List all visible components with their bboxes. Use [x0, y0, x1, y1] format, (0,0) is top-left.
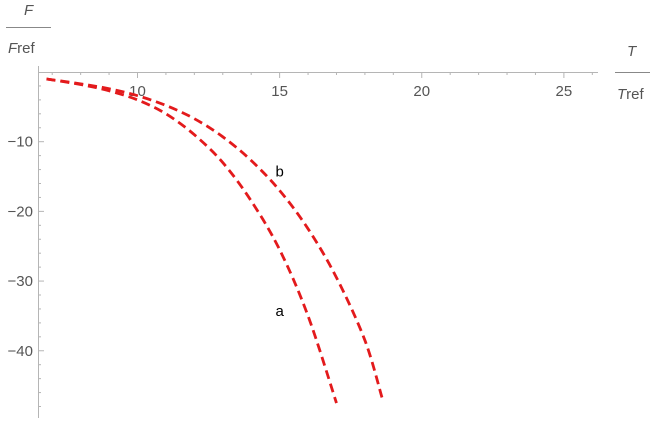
- x-tick-label: 15: [271, 83, 288, 100]
- curve-label-b: b: [275, 164, 283, 181]
- y-axis-label: F Fref: [6, 2, 51, 57]
- annotation-layer: ab: [275, 164, 284, 320]
- y-tick-label: −30: [8, 273, 33, 290]
- series-layer: [46, 77, 384, 404]
- x-label-numerator: T: [627, 43, 638, 60]
- curve-label-a: a: [275, 303, 284, 320]
- series-line-b: [46, 77, 384, 398]
- y-tick-label: −40: [8, 343, 33, 360]
- x-tick-label: 20: [413, 83, 430, 100]
- y-label-numerator: F: [24, 2, 34, 19]
- x-axis-label: T Tref: [615, 43, 650, 103]
- y-label-denominator: Fref: [8, 40, 36, 57]
- y-ticks: −10 −20 −30 −40: [8, 85, 44, 408]
- y-tick-label: −10: [8, 134, 33, 151]
- y-tick-label: −20: [8, 203, 33, 220]
- series-line-a: [46, 77, 338, 404]
- x-label-denominator: Tref: [617, 86, 645, 103]
- x-tick-label: 25: [556, 83, 573, 100]
